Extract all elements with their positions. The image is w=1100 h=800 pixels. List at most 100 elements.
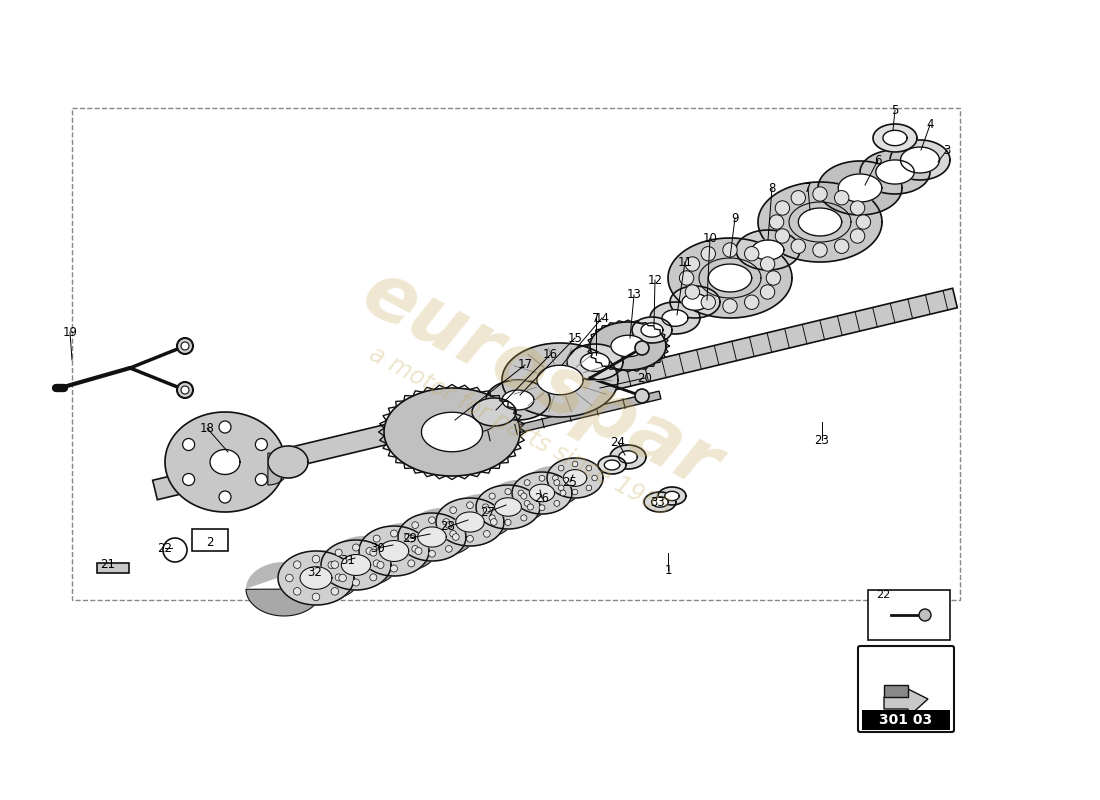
Circle shape — [723, 298, 737, 313]
Polygon shape — [860, 150, 930, 194]
Polygon shape — [838, 174, 882, 202]
Polygon shape — [488, 472, 572, 501]
Circle shape — [525, 501, 530, 506]
Text: 29: 29 — [403, 531, 418, 545]
Circle shape — [352, 579, 360, 586]
Text: 9: 9 — [732, 211, 739, 225]
Circle shape — [586, 466, 592, 471]
Circle shape — [560, 490, 565, 496]
Polygon shape — [581, 353, 609, 371]
Text: 19: 19 — [63, 326, 77, 338]
Text: 30: 30 — [371, 542, 385, 554]
Polygon shape — [502, 390, 534, 410]
Polygon shape — [736, 230, 800, 270]
Text: 3: 3 — [944, 143, 950, 157]
Polygon shape — [758, 182, 882, 262]
Text: 2: 2 — [207, 537, 213, 550]
Polygon shape — [883, 130, 908, 146]
Circle shape — [182, 342, 189, 350]
Circle shape — [182, 386, 189, 394]
Text: 32: 32 — [308, 566, 322, 578]
Circle shape — [572, 461, 578, 467]
Circle shape — [520, 493, 527, 499]
Circle shape — [466, 535, 473, 542]
Circle shape — [294, 587, 301, 595]
Circle shape — [505, 489, 512, 494]
Text: 26: 26 — [535, 491, 550, 505]
Circle shape — [484, 530, 491, 538]
Circle shape — [450, 506, 456, 514]
Circle shape — [791, 190, 805, 205]
Polygon shape — [708, 264, 751, 292]
Circle shape — [539, 475, 544, 482]
Polygon shape — [512, 472, 572, 514]
Polygon shape — [664, 491, 680, 501]
Circle shape — [760, 285, 774, 299]
Circle shape — [336, 549, 342, 556]
Polygon shape — [876, 160, 914, 184]
Polygon shape — [436, 498, 504, 546]
Circle shape — [554, 480, 560, 486]
Circle shape — [525, 480, 530, 486]
Polygon shape — [566, 344, 623, 380]
Circle shape — [835, 190, 849, 205]
Circle shape — [446, 522, 452, 529]
Text: 21: 21 — [100, 558, 116, 571]
Circle shape — [527, 504, 534, 510]
Polygon shape — [329, 551, 429, 586]
Polygon shape — [525, 458, 603, 486]
Circle shape — [491, 518, 497, 526]
Circle shape — [791, 239, 805, 254]
Circle shape — [918, 609, 931, 621]
Text: 20: 20 — [638, 371, 652, 385]
Polygon shape — [610, 335, 645, 357]
Polygon shape — [598, 456, 626, 474]
Text: 301 03: 301 03 — [879, 713, 933, 727]
Circle shape — [411, 522, 418, 529]
Circle shape — [429, 517, 436, 523]
Circle shape — [286, 574, 294, 582]
Polygon shape — [450, 507, 540, 538]
Circle shape — [405, 534, 411, 540]
Polygon shape — [547, 458, 603, 498]
Polygon shape — [418, 527, 447, 547]
Polygon shape — [488, 493, 572, 522]
Text: 10: 10 — [703, 231, 717, 245]
Polygon shape — [644, 492, 676, 512]
Polygon shape — [292, 540, 390, 574]
Polygon shape — [610, 445, 646, 469]
Circle shape — [685, 285, 700, 299]
Polygon shape — [398, 513, 466, 561]
Polygon shape — [799, 208, 842, 236]
Circle shape — [586, 485, 592, 490]
Text: 22: 22 — [876, 590, 890, 600]
Circle shape — [415, 547, 422, 554]
Circle shape — [446, 546, 452, 552]
Text: 15: 15 — [568, 331, 582, 345]
Circle shape — [183, 438, 195, 450]
Circle shape — [370, 574, 377, 581]
Text: 11: 11 — [678, 255, 693, 269]
Circle shape — [835, 239, 849, 254]
Text: 14: 14 — [594, 311, 609, 325]
Text: 13: 13 — [627, 289, 641, 302]
Text: 33: 33 — [650, 495, 666, 509]
Circle shape — [339, 574, 346, 582]
Text: 23: 23 — [815, 434, 829, 446]
Polygon shape — [408, 498, 504, 532]
Polygon shape — [379, 541, 409, 562]
Circle shape — [219, 421, 231, 433]
Polygon shape — [268, 446, 308, 478]
Circle shape — [776, 229, 790, 243]
Polygon shape — [862, 710, 950, 730]
Circle shape — [490, 493, 495, 499]
Text: 24: 24 — [610, 435, 626, 449]
Text: 4: 4 — [926, 118, 934, 131]
Circle shape — [390, 530, 397, 537]
Circle shape — [373, 535, 381, 542]
Polygon shape — [408, 522, 504, 556]
Circle shape — [219, 491, 231, 503]
Circle shape — [255, 438, 267, 450]
Polygon shape — [192, 529, 228, 551]
Text: 6: 6 — [874, 154, 882, 166]
